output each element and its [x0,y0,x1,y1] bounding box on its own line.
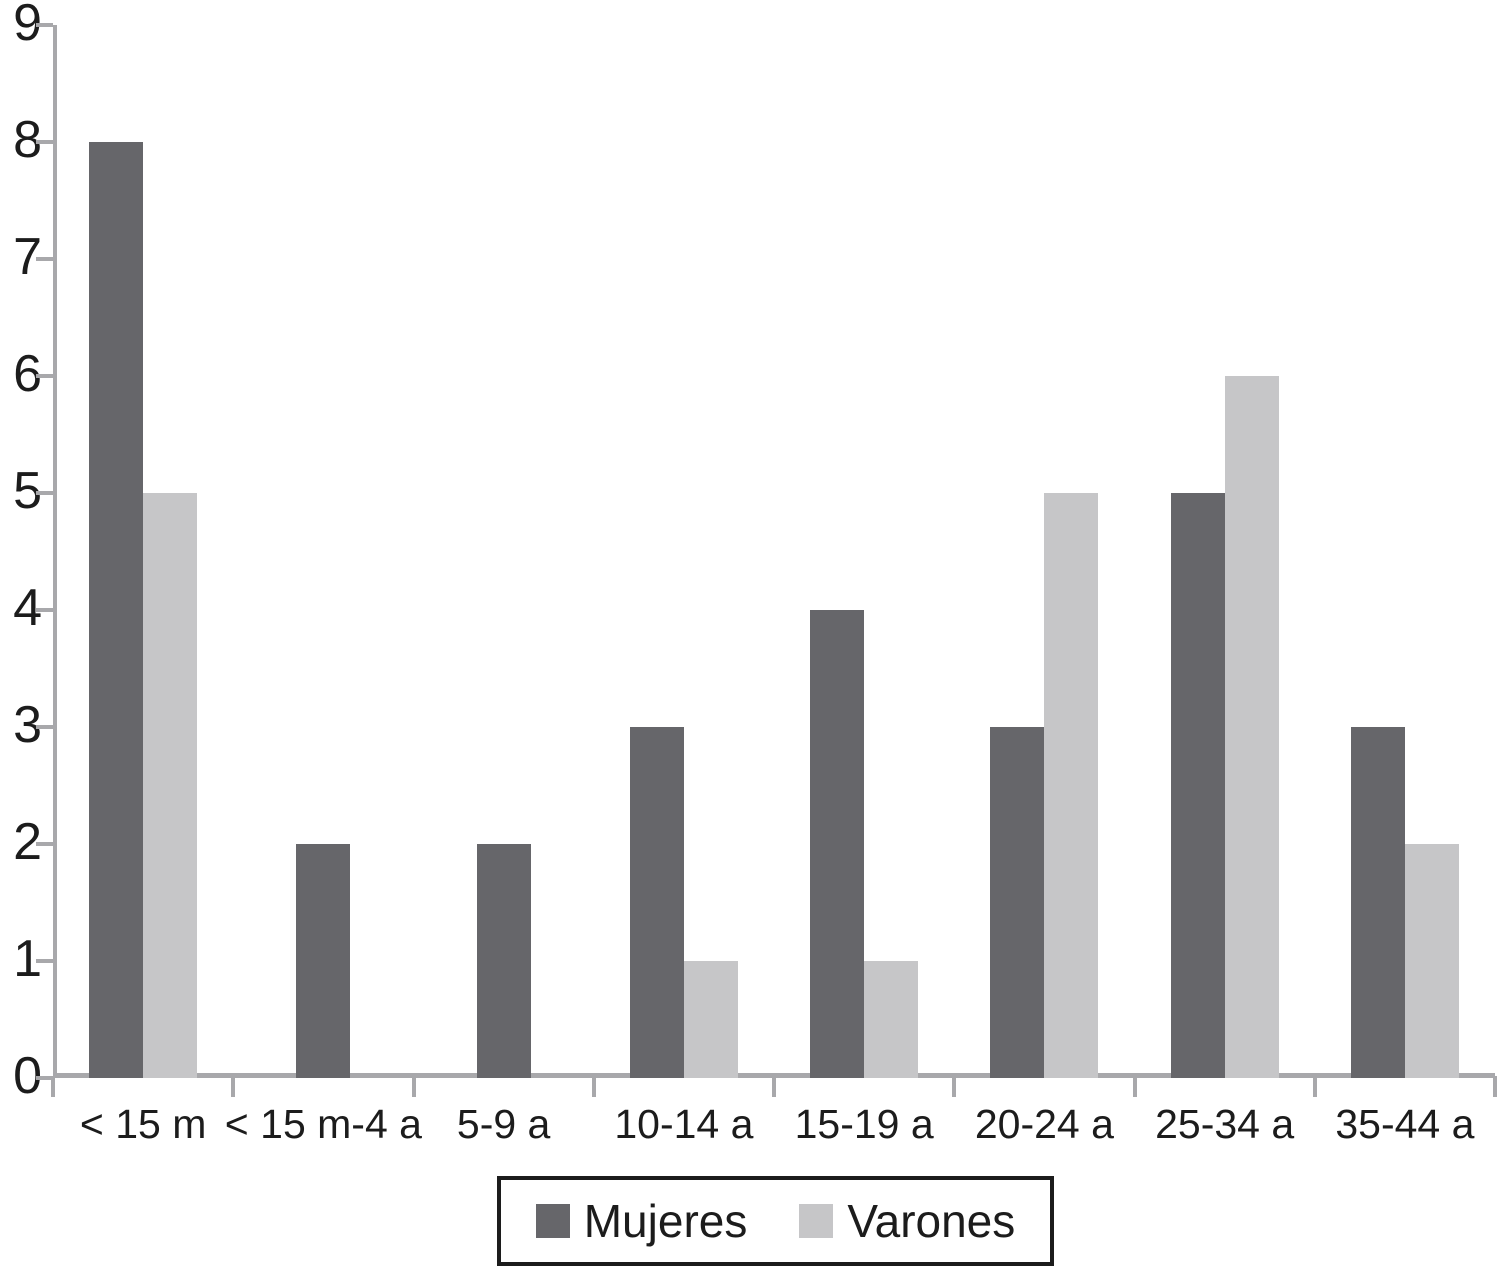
y-tick-label-2: 2 [13,812,42,871]
bar-varones-6 [1044,493,1099,1078]
bar-mujeres-3 [476,844,531,1078]
x-tick-label-1: < 15 m [79,1101,207,1147]
bar-group-7 [1135,25,1315,1078]
y-tick-label-1: 1 [13,929,42,988]
y-tick-mark-7 [36,257,53,261]
x-tick-mark-6 [1132,1076,1137,1097]
x-tick-mark-0 [51,1076,55,1097]
bar-mujeres-4 [629,727,684,1078]
x-tick-label-4: 10-14 a [614,1101,754,1147]
legend-swatch-mujeres [535,1204,570,1238]
y-tick-mark-4 [36,608,53,612]
plot-area [53,25,1495,1078]
y-tick-label-3: 3 [13,695,42,754]
y-tick-mark-0 [36,1076,53,1080]
legend-item-varones: Varones [799,1198,1015,1244]
x-tick-label-7: 25-34 a [1155,1101,1295,1147]
y-tick-label-6: 6 [13,344,42,403]
legend: Mujeres Varones [497,1176,1054,1266]
legend-label-mujeres: Mujeres [583,1195,748,1247]
bar-mujeres-8 [1350,727,1405,1078]
y-tick-mark-2 [36,842,53,846]
bar-group-1 [53,25,233,1078]
x-tick-mark-8 [1493,1076,1497,1097]
y-tick-label-0: 0 [13,1046,42,1105]
y-tick-label-5: 5 [13,461,42,520]
legend-label-varones: Varones [847,1195,1016,1247]
bar-mujeres-7 [1170,493,1225,1078]
x-tick-label-5: 15-19 a [794,1101,934,1147]
y-tick-mark-3 [36,725,53,729]
x-tick-label-3: 5-9 a [456,1101,551,1147]
x-tick-mark-3 [591,1076,596,1097]
x-tick-label-8: 35-44 a [1335,1101,1475,1147]
x-tick-mark-2 [411,1076,416,1097]
y-tick-label-8: 8 [13,110,42,169]
y-tick-label-7: 7 [13,227,42,286]
legend-swatch-varones [799,1204,834,1238]
bar-mujeres-6 [990,727,1045,1078]
bar-group-4 [594,25,774,1078]
bar-varones-1 [143,493,198,1078]
x-tick-label-2: < 15 m-4 a [224,1101,422,1147]
bar-mujeres-2 [296,844,351,1078]
y-tick-mark-6 [36,374,53,378]
x-tick-label-6: 20-24 a [974,1101,1114,1147]
x-tick-mark-4 [772,1076,776,1097]
bar-varones-4 [683,961,738,1078]
bar-group-2 [233,25,413,1078]
x-tick-mark-7 [1312,1076,1317,1097]
bar-mujeres-1 [89,142,144,1078]
bar-group-5 [774,25,954,1078]
bar-varones-8 [1404,844,1459,1078]
y-tick-mark-9 [36,23,53,27]
x-tick-mark-1 [231,1076,236,1097]
y-tick-mark-8 [36,140,53,144]
bar-group-3 [414,25,594,1078]
bar-varones-5 [864,961,919,1078]
y-tick-mark-1 [36,959,53,963]
y-tick-mark-5 [36,491,53,495]
legend-item-mujeres: Mujeres [535,1195,748,1247]
bar-group-6 [954,25,1134,1078]
bar-mujeres-5 [810,610,865,1078]
y-tick-label-4: 4 [13,578,42,637]
bar-varones-7 [1224,376,1279,1078]
bar-group-8 [1315,25,1495,1078]
x-tick-mark-5 [952,1076,957,1097]
